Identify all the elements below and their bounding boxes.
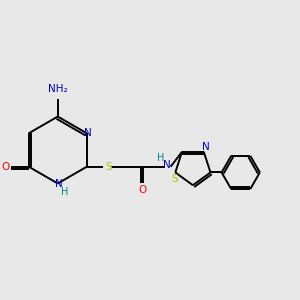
Text: N: N <box>83 128 91 138</box>
Text: S: S <box>105 162 112 172</box>
Text: H: H <box>157 153 165 163</box>
Text: S: S <box>171 175 178 184</box>
Text: O: O <box>139 185 147 195</box>
Text: N: N <box>202 142 209 152</box>
Text: N: N <box>163 160 170 170</box>
Text: O: O <box>1 162 9 172</box>
Text: N: N <box>55 179 62 189</box>
Text: H: H <box>61 188 68 197</box>
Text: NH₂: NH₂ <box>48 84 68 94</box>
